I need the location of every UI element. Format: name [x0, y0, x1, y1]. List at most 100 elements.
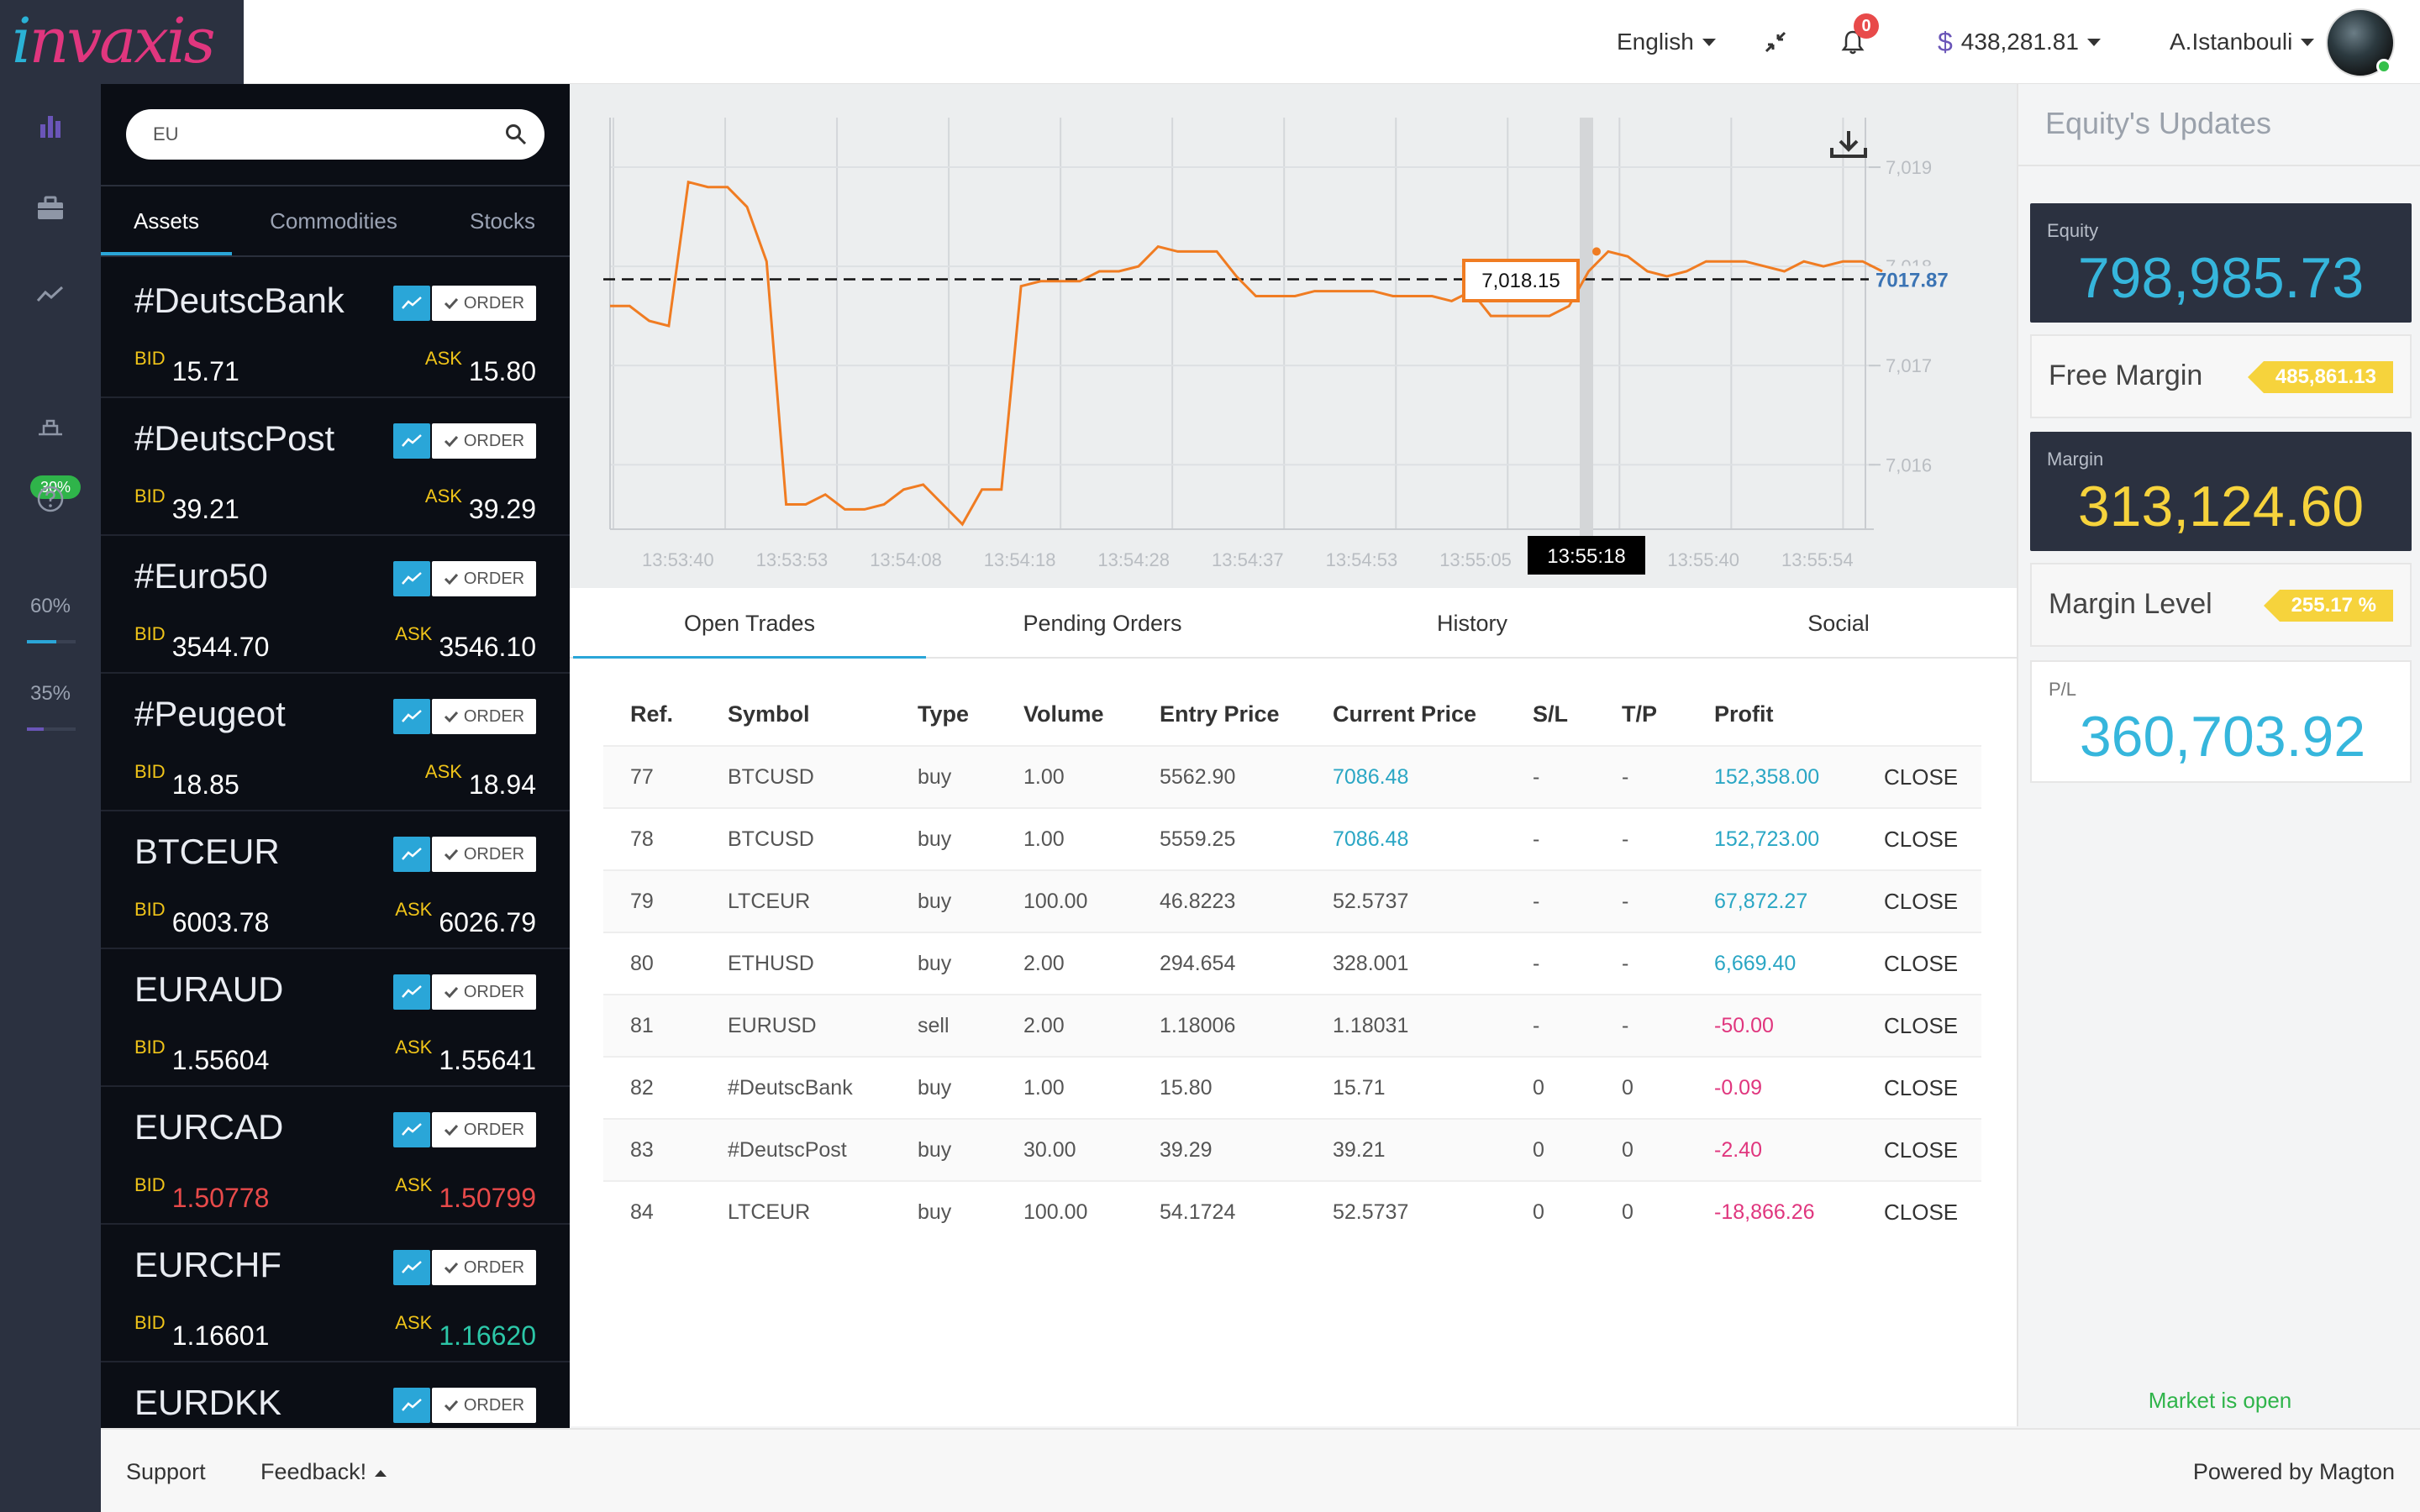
cell-symbol: #DeutscPost: [701, 1118, 891, 1181]
balance-selector[interactable]: $ 438,281.81: [1938, 0, 2101, 84]
support-link[interactable]: Support: [126, 1459, 206, 1484]
cell-sl: -: [1506, 807, 1595, 870]
nav-portfolio[interactable]: [34, 192, 67, 225]
order-button[interactable]: ORDER: [432, 1388, 536, 1423]
table-row[interactable]: 78 BTCUSD buy 1.00 5559.25 7086.48- -152,723.0…: [603, 807, 1981, 870]
table-row[interactable]: 84 LTCEUR buy 100.00 54.1724 52.5737 0 0 -18,866…: [603, 1180, 1981, 1243]
asset-chart-button[interactable]: [393, 1112, 430, 1147]
ask-label: ASK: [395, 1037, 433, 1058]
price-chart[interactable]: 7,0167,0177,0187,01913:53:4013:53:5313:5…: [570, 84, 2017, 588]
order-button[interactable]: ORDER: [432, 286, 536, 321]
order-button[interactable]: ORDER: [432, 1112, 536, 1147]
close-trade-button[interactable]: CLOSE: [1857, 1180, 1981, 1243]
close-trade-button[interactable]: CLOSE: [1857, 932, 1981, 995]
chevron-up-icon: [375, 1469, 387, 1477]
asset-row[interactable]: BTCEUR ORDER BID 6003.78 ASK 6026.79: [101, 811, 570, 949]
cell-tp: -: [1595, 932, 1687, 995]
y-tick-label: 7,017: [1886, 355, 1932, 376]
tab-commodities[interactable]: Commodities: [270, 208, 397, 234]
bid-price: 39.21: [171, 494, 239, 524]
nav-charts[interactable]: [34, 109, 67, 143]
top-bar: invaxis English 0 $ 438,281.81 A.Istanbo…: [0, 0, 2420, 84]
table-row[interactable]: 79 LTCEUR buy 100.00 46.8223 52.5737- -67,872.…: [603, 869, 1981, 932]
x-tick-label: 13:53:40: [642, 549, 714, 570]
asset-chart-button[interactable]: [393, 699, 430, 734]
search-icon[interactable]: [504, 123, 528, 146]
x-tick-label: 13:55:40: [1667, 549, 1739, 570]
notifications-button[interactable]: [1840, 0, 1865, 84]
search-input[interactable]: EU: [126, 109, 544, 160]
close-trade-button[interactable]: CLOSE: [1857, 994, 1981, 1057]
avatar[interactable]: [2326, 8, 2395, 77]
order-button[interactable]: ORDER: [432, 837, 536, 872]
close-trade-button[interactable]: CLOSE: [1857, 745, 1981, 808]
download-icon[interactable]: [1830, 131, 1867, 158]
bid-group: BID 39.21: [134, 486, 239, 524]
bid-group: BID 3544.70: [134, 623, 269, 662]
asset-chart-button[interactable]: [393, 286, 430, 321]
column-header: S/L: [1533, 701, 1569, 727]
asset-row[interactable]: EURDKK ORDER: [101, 1362, 570, 1428]
asset-row[interactable]: EURCHF ORDER BID 1.16601 ASK 1.16620: [101, 1225, 570, 1362]
feedback-menu[interactable]: Feedback!: [260, 1430, 387, 1512]
cell-tp: -: [1595, 994, 1687, 1057]
user-menu[interactable]: A.Istanbouli: [2170, 0, 2315, 84]
equity-panel: Equity's Updates Equity 798,985.73 Free …: [2017, 84, 2420, 1426]
ask-group: ASK 39.29: [425, 486, 536, 524]
asset-chart-button[interactable]: [393, 974, 430, 1010]
language-selector[interactable]: English: [1617, 0, 1716, 84]
column-header: T/P: [1622, 701, 1658, 727]
close-trade-button[interactable]: CLOSE: [1857, 869, 1981, 932]
order-button[interactable]: ORDER: [432, 699, 536, 734]
cell-sl: -: [1506, 745, 1595, 808]
logo[interactable]: invaxis: [0, 0, 244, 84]
asset-row[interactable]: #DeutscPost ORDER BID 39.21 ASK 39.29: [101, 398, 570, 536]
asset-chart-button[interactable]: [393, 423, 430, 459]
asset-row[interactable]: #Euro50 ORDER BID 3544.70 ASK 3546.10: [101, 536, 570, 674]
asset-row[interactable]: EURAUD ORDER BID 1.55604 ASK 1.55641: [101, 949, 570, 1087]
fullscreen-toggle[interactable]: [1763, 0, 1788, 84]
order-button[interactable]: ORDER: [432, 561, 536, 596]
table-row[interactable]: 83 #DeutscPost buy 30.00 39.29 39.21 0 0 -2.40 CL…: [603, 1118, 1981, 1181]
table-row[interactable]: 81 EURUSD sell 2.00 1.18006 1.18031- - -50.00 CL…: [603, 994, 1981, 1057]
asset-chart-button[interactable]: [393, 561, 430, 596]
asset-chart-button[interactable]: [393, 1250, 430, 1285]
tab-stocks[interactable]: Stocks: [469, 208, 536, 234]
order-button[interactable]: ORDER: [432, 974, 536, 1010]
nav-account-level[interactable]: [34, 410, 67, 444]
table-row[interactable]: 77 BTCUSD buy 1.00 5562.90 7086.48- -152,358.0…: [603, 745, 1981, 808]
tab-pending-orders[interactable]: Pending Orders: [1023, 611, 1182, 636]
trade-tabs: Open Trades Pending Orders History Socia…: [570, 588, 2017, 659]
tab-assets[interactable]: Assets: [101, 186, 232, 255]
asset-row[interactable]: #Peugeot ORDER BID 18.85 ASK 18.94: [101, 674, 570, 811]
close-trade-button[interactable]: CLOSE: [1857, 1056, 1981, 1119]
cell-ref: 79: [603, 869, 701, 932]
cell-profit: 152,723.00: [1687, 807, 1857, 870]
order-label: ORDER: [463, 706, 525, 726]
table-row[interactable]: 80 ETHUSD buy 2.00 294.654 328.001- -6,669.40 C…: [603, 932, 1981, 995]
x-tick-label: 13:53:53: [756, 549, 829, 570]
asset-name: EURDKK: [134, 1383, 282, 1422]
x-tick-label: 13:54:28: [1097, 549, 1170, 570]
bid-price: 15.71: [171, 356, 239, 386]
asset-row[interactable]: EURCAD ORDER BID 1.50778 ASK 1.50799: [101, 1087, 570, 1225]
asset-row[interactable]: #DeutscBank ORDER BID 15.71 ASK 15.80: [101, 260, 570, 398]
order-button[interactable]: ORDER: [432, 423, 536, 459]
briefcase-icon: [38, 196, 63, 219]
order-button[interactable]: ORDER: [432, 1250, 536, 1285]
nav-help[interactable]: [34, 482, 67, 516]
cell-entry: 294.654: [1133, 932, 1306, 995]
table-row[interactable]: 82 #DeutscBank buy 1.00 15.80 15.71 0 0 -0.09 CLO…: [603, 1056, 1981, 1119]
order-label: ORDER: [463, 431, 525, 450]
close-trade-button[interactable]: CLOSE: [1857, 1118, 1981, 1181]
nav-trends[interactable]: [34, 277, 67, 311]
asset-chart-button[interactable]: [393, 837, 430, 872]
cell-sl: -: [1506, 869, 1595, 932]
close-trade-button[interactable]: CLOSE: [1857, 807, 1981, 870]
tab-social[interactable]: Social: [1807, 611, 1870, 636]
asset-chart-button[interactable]: [393, 1388, 430, 1423]
tab-history[interactable]: History: [1436, 611, 1507, 636]
tab-open-trades[interactable]: Open Trades: [573, 588, 926, 659]
cell-type: buy: [891, 807, 997, 870]
bid-group: BID 6003.78: [134, 899, 269, 937]
